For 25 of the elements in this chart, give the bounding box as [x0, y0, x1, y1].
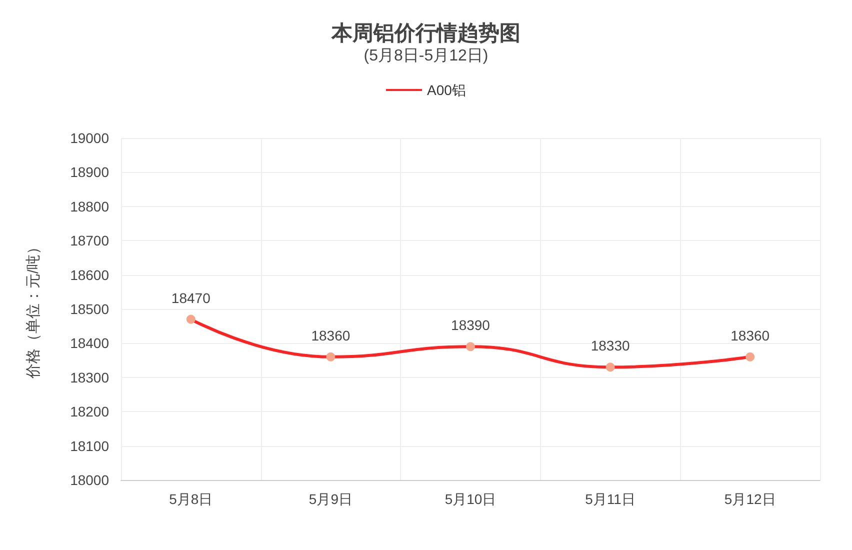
- y-tick-label: 18000: [70, 472, 110, 488]
- y-tick-label: 18100: [70, 438, 110, 454]
- chart-subtitle: (5月8日-5月12日): [364, 48, 488, 64]
- y-tick-label: 18500: [70, 301, 110, 317]
- x-tick-label: 5月12日: [724, 491, 776, 507]
- data-label: 18470: [171, 290, 211, 306]
- x-tick-label: 5月8日: [169, 491, 213, 507]
- y-tick-label: 18300: [70, 369, 110, 386]
- x-tick-label: 5月10日: [444, 491, 496, 507]
- x-tick-label: 5月11日: [585, 491, 636, 507]
- y-tick-label: 18600: [70, 266, 110, 283]
- data-label: 18330: [590, 338, 630, 354]
- x-tick-label: 5月9日: [308, 491, 352, 507]
- chart-title: 本周铝价行情趋势图: [330, 22, 520, 45]
- y-tick-label: 18400: [70, 335, 110, 352]
- legend-label: A00铝: [427, 82, 466, 98]
- y-tick-label: 18800: [70, 198, 110, 214]
- y-axis-title: 价格（单位：元/吨）: [25, 239, 42, 380]
- y-tick-label: 19000: [70, 130, 110, 146]
- y-tick-label: 18900: [70, 164, 110, 180]
- data-label: 18360: [311, 327, 350, 344]
- data-label: 18390: [451, 317, 490, 334]
- data-label: 18360: [730, 327, 770, 344]
- y-tick-label: 18200: [70, 404, 110, 420]
- y-tick-label: 18700: [70, 232, 110, 249]
